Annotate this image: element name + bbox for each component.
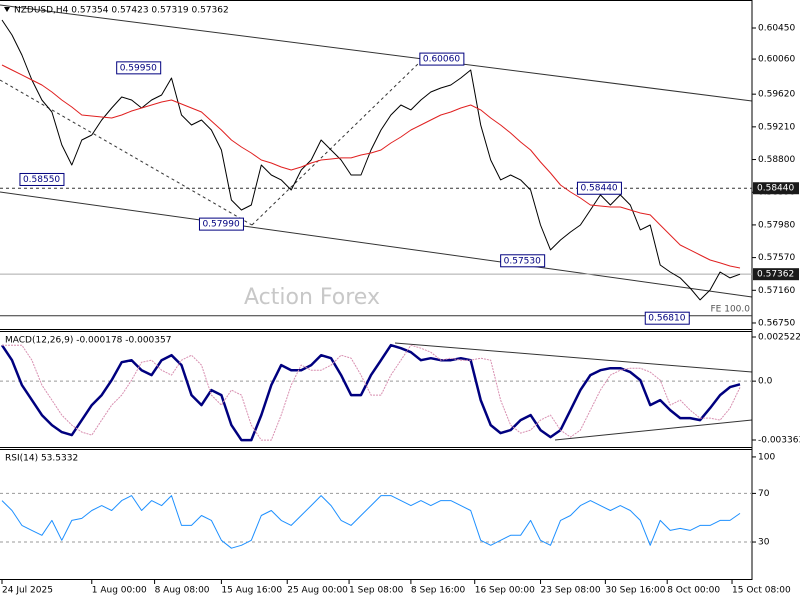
price-box-label: 0.57362 <box>757 270 794 280</box>
trend-line <box>554 419 753 441</box>
x-tick-label: 23 Sep 08:00 <box>541 586 601 596</box>
channel-line <box>0 191 753 298</box>
y-tick-label: 0.002522 <box>758 333 800 343</box>
y-tick-label: 70 <box>758 489 770 499</box>
annotation-box <box>198 217 244 231</box>
x-tick-label: 16 Sep 00:00 <box>475 586 535 596</box>
y-tick-label: -0.003363 <box>758 435 800 445</box>
y-tick-label: 0.57980 <box>758 220 795 230</box>
annotation-box <box>576 181 622 195</box>
panel-title: RSI(14) 53.5332 <box>5 454 78 464</box>
x-tick-label: 8 Aug 08:00 <box>155 586 210 596</box>
panel-title: MACD(12,26,9) -0.000178 -0.000357 <box>5 336 171 346</box>
y-tick-label: 0.57570 <box>758 253 795 263</box>
menu-arrow <box>4 7 10 12</box>
y-tick-label: 0.57160 <box>758 286 795 296</box>
annotation-box <box>644 311 690 325</box>
x-tick-label: 15 Aug 16:00 <box>221 586 282 596</box>
channel-line <box>0 4 753 102</box>
x-tick-label: 1 Sep 08:00 <box>349 586 404 596</box>
series-line <box>2 344 741 441</box>
annotation-box <box>500 254 546 268</box>
fib-line <box>0 79 253 226</box>
trend-line <box>394 342 753 373</box>
y-tick-label: 0.59210 <box>758 122 795 132</box>
y-tick-label: 30 <box>758 538 770 548</box>
series-line <box>1 495 741 549</box>
watermark: Action Forex <box>244 285 380 310</box>
annotation-label: 0.56810 <box>648 314 685 324</box>
y-tick-label: 0.0 <box>758 377 773 387</box>
x-tick-label: 8 Sep 16:00 <box>411 586 466 596</box>
annotation-label: 0.59950 <box>120 63 157 73</box>
price-box <box>753 268 799 281</box>
annotation-label: 0.58440 <box>580 184 617 194</box>
panel-title: NZDUSD,H4 0.57354 0.57423 0.57319 0.5736… <box>14 6 229 16</box>
x-tick-label: 25 Aug 00:00 <box>287 586 348 596</box>
x-tick-label: 8 Oct 00:00 <box>667 586 720 596</box>
fe-label: FE 100.0 <box>711 304 751 314</box>
price-box-label: 0.58440 <box>757 184 794 194</box>
x-tick-label: 1 Aug 00:00 <box>92 586 147 596</box>
annotation-box <box>116 61 162 75</box>
series-line <box>0 343 741 442</box>
y-tick-label: 100 <box>758 452 775 462</box>
annotation-label: 0.57990 <box>202 220 239 230</box>
y-tick-label: 0.59620 <box>758 90 795 100</box>
x-tick-label: 15 Oct 08:00 <box>732 586 791 596</box>
y-tick-label: 0.56750 <box>758 318 795 328</box>
annotation-box <box>419 52 465 66</box>
price-box <box>753 182 799 195</box>
annotation-label: 0.60060 <box>423 55 460 65</box>
y-tick-label: 0.60450 <box>758 23 795 33</box>
y-tick-label: 0.58800 <box>758 155 795 165</box>
x-tick-label: 24 Jul 2025 <box>2 586 53 596</box>
series-line <box>1 64 741 269</box>
series-line <box>1 19 741 301</box>
y-tick-label: 0.60060 <box>758 55 795 65</box>
annotation-label: 0.57530 <box>504 256 541 266</box>
annotation-label: 0.58550 <box>23 175 60 185</box>
annotation-box <box>19 172 65 186</box>
x-tick-label: 30 Sep 16:00 <box>605 586 665 596</box>
